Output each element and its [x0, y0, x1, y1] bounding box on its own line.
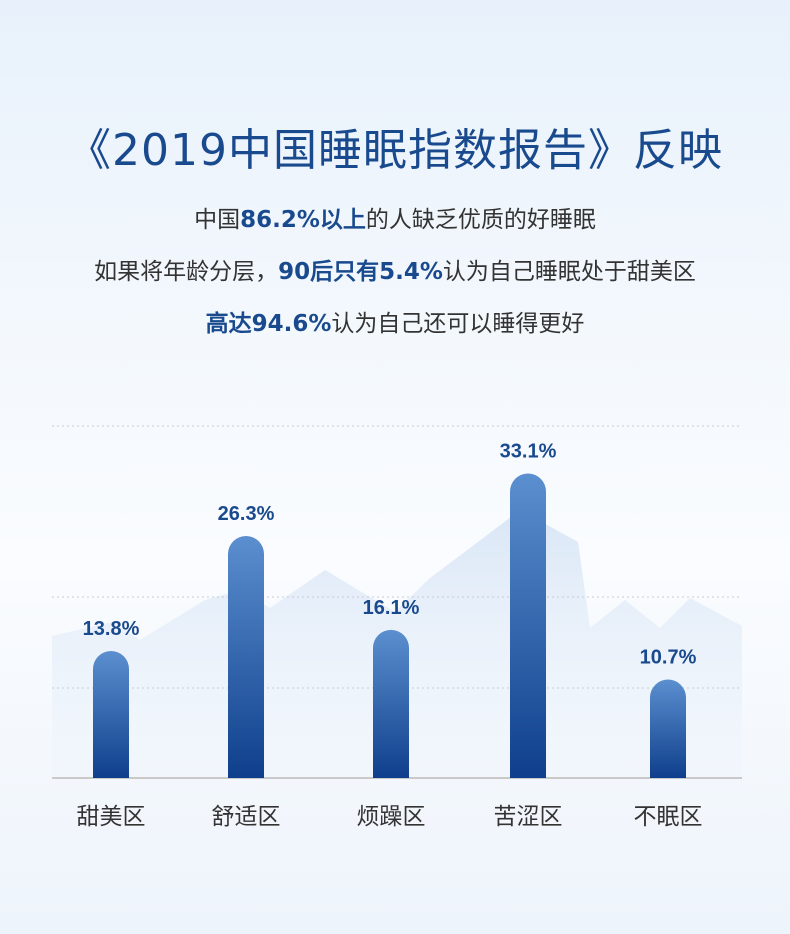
page-title: 《2019中国睡眠指数报告》反映: [67, 125, 723, 176]
summary-line-1-highlight: 86.2%以上: [240, 207, 366, 233]
chart-data-labels: 13.8% 26.3% 16.1% 33.1% 10.7%: [83, 440, 697, 668]
summary-line-2: 如果将年龄分层，90后只有5.4%认为自己睡眠处于甜美区: [0, 252, 790, 286]
summary-line-3: 高达94.6%认为自己还可以睡得更好: [0, 304, 790, 338]
summary-line-1-post: 的人缺乏优质的好睡眠: [365, 207, 596, 233]
category-label-3: 烦躁区: [357, 804, 426, 830]
bar-3: [373, 629, 410, 778]
chart-bars: [93, 473, 686, 778]
category-label-4: 苦涩区: [494, 804, 563, 830]
summary-line-1: 中国86.2%以上的人缺乏优质的好睡眠: [0, 200, 790, 234]
bar-4: [510, 473, 546, 778]
bar-1: [93, 651, 129, 778]
category-label-2: 舒适区: [212, 804, 281, 830]
summary-line-2-pre: 如果将年龄分层，: [94, 259, 279, 285]
summary-line-3-highlight: 高达94.6%: [205, 311, 332, 337]
summary-line-2-post: 认为自己睡眠处于甜美区: [442, 259, 696, 285]
category-label-5: 不眠区: [634, 804, 703, 830]
data-label-1: 13.8%: [83, 618, 140, 640]
bar-5: [650, 679, 686, 778]
chart-category-labels: 甜美区 舒适区 烦躁区 苦涩区 不眠区: [77, 804, 703, 830]
summary-line-3-post: 认为自己还可以睡得更好: [331, 311, 585, 337]
bar-2: [228, 536, 264, 778]
summary-line-2-highlight: 90后只有5.4%: [278, 259, 443, 285]
summary-line-1-pre: 中国: [194, 207, 241, 233]
data-label-3: 16.1%: [363, 597, 420, 619]
category-label-1: 甜美区: [77, 804, 146, 830]
data-label-4: 33.1%: [500, 440, 557, 462]
data-label-2: 26.3%: [218, 503, 275, 525]
data-label-5: 10.7%: [640, 647, 697, 669]
